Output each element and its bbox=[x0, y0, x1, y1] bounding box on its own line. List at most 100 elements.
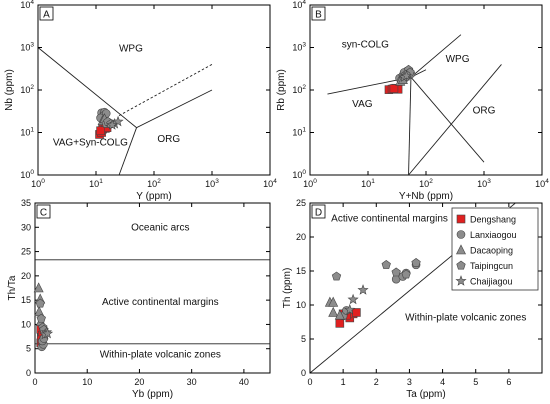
data-point bbox=[112, 115, 124, 127]
y-tick-label: 0 bbox=[301, 368, 306, 378]
data-point bbox=[33, 282, 44, 293]
data-point bbox=[411, 257, 421, 267]
panel-label: A bbox=[39, 6, 54, 21]
data-point bbox=[381, 260, 391, 269]
x-tick-label: 0 bbox=[307, 377, 312, 387]
data-point bbox=[34, 306, 45, 317]
data-point bbox=[35, 298, 45, 308]
y-tick-label: 101 bbox=[20, 127, 34, 138]
x-tick-label: 30 bbox=[187, 377, 197, 387]
field-label: Within-plate volcanic zones bbox=[100, 349, 221, 360]
y-tick-label: 30 bbox=[21, 222, 31, 232]
x-tick-label: 40 bbox=[239, 377, 249, 387]
y-tick-label: 5 bbox=[26, 344, 31, 354]
series-chaijiagou bbox=[344, 284, 369, 315]
data-point bbox=[391, 267, 401, 277]
panel-label-box bbox=[311, 6, 326, 21]
legend-item: Lanxiaogou bbox=[456, 230, 517, 240]
y-tick-label: 15 bbox=[296, 266, 306, 276]
x-tick-label: 101 bbox=[361, 178, 375, 189]
panel-label-box bbox=[39, 6, 54, 21]
data-point bbox=[328, 296, 339, 307]
chart-panel-d: 0 1 2 3 4 5 6 0 5 10 15 20 25 Ta (ppm) Th (ppm) D Active… bbox=[282, 198, 543, 400]
plot-frame bbox=[309, 4, 543, 176]
field-boundary-line bbox=[38, 47, 213, 129]
data-point bbox=[96, 126, 105, 136]
data-point bbox=[344, 303, 356, 315]
axis-ticks: 100 101 102 103 104 100 101 102 103 104 bbox=[20, 0, 277, 189]
field-boundary-line bbox=[408, 64, 502, 175]
data-point bbox=[36, 313, 46, 323]
field-label: Active continental margins bbox=[102, 297, 219, 308]
x-axis-title: Ta (ppm) bbox=[406, 389, 445, 400]
x-tick-label: 103 bbox=[205, 178, 219, 189]
panel-label-text: B bbox=[315, 10, 322, 21]
x-tick-label: 1 bbox=[341, 377, 346, 387]
field-boundaries bbox=[38, 47, 213, 175]
field-boundary-line bbox=[118, 64, 213, 116]
data-point bbox=[401, 269, 411, 279]
y-tick-label: 0 bbox=[26, 368, 31, 378]
data-point bbox=[331, 271, 342, 281]
x-tick-label: 102 bbox=[419, 178, 433, 189]
y-tick-label: 35 bbox=[21, 198, 31, 208]
x-tick-label: 100 bbox=[303, 178, 317, 189]
legend-label: Dengshang bbox=[470, 215, 516, 225]
data-point bbox=[335, 319, 345, 328]
field-label: Within-plate volcanic zones bbox=[405, 313, 526, 324]
x-tick-label: 10 bbox=[82, 377, 92, 387]
y-tick-label: 10 bbox=[21, 319, 31, 329]
panel-label: B bbox=[311, 6, 326, 21]
series-chaijiagou bbox=[39, 326, 54, 340]
legend-label: Taipingcun bbox=[470, 261, 513, 271]
field-boundary-line bbox=[408, 77, 412, 175]
field-label: WPG bbox=[119, 44, 143, 55]
y-tick-label: 100 bbox=[292, 169, 306, 180]
y-tick-label: 15 bbox=[21, 295, 31, 305]
y-tick-label: 5 bbox=[301, 334, 306, 344]
y-tick-label: 25 bbox=[296, 198, 306, 208]
panel-label-text: D bbox=[315, 208, 322, 219]
x-tick-label: 104 bbox=[263, 178, 277, 189]
plot-frame bbox=[34, 202, 271, 374]
plot-frame bbox=[309, 202, 543, 374]
data-point bbox=[41, 327, 54, 339]
x-axis-title: Y (ppm) bbox=[136, 191, 171, 202]
chart-panel-b: 100 101 102 103 104 100 101 102 103 104 Y+Nb (ppm)… bbox=[276, 0, 549, 202]
x-tick-label: 3 bbox=[407, 377, 412, 387]
x-tick-label: 100 bbox=[31, 178, 45, 189]
y-tick-label: 20 bbox=[296, 232, 306, 242]
x-tick-label: 0 bbox=[32, 377, 37, 387]
panel-label-text: A bbox=[43, 10, 50, 21]
field-boundaries bbox=[327, 34, 502, 175]
field-boundaries bbox=[35, 259, 270, 345]
x-tick-label: 6 bbox=[506, 377, 511, 387]
panel-label-text: C bbox=[40, 208, 47, 219]
panel-label-box bbox=[36, 204, 51, 219]
chart-panel-c: 0 10 20 30 40 0 5 10 15 20 25 30 35 Yb (ppm) Th/Ta C Oce… bbox=[7, 198, 271, 400]
panel-label-box bbox=[311, 204, 326, 219]
y-tick-label: 102 bbox=[292, 84, 306, 95]
data-point bbox=[347, 293, 359, 305]
axis-ticks: 100 101 102 103 104 100 101 102 103 104 bbox=[292, 0, 549, 189]
y-tick-label: 25 bbox=[21, 247, 31, 257]
legend-label: Dacaoping bbox=[470, 246, 513, 256]
field-label: Active continental margins bbox=[331, 213, 448, 224]
legend-item: Chaijiagou bbox=[455, 275, 513, 287]
x-tick-label: 103 bbox=[477, 178, 491, 189]
legend-marker bbox=[456, 260, 466, 270]
y-tick-label: 103 bbox=[20, 42, 34, 53]
y-tick-label: 100 bbox=[20, 169, 34, 180]
data-markers bbox=[95, 107, 124, 139]
legend-item: Dengshang bbox=[456, 215, 516, 225]
x-axis-title: Y+Nb (ppm) bbox=[399, 191, 453, 202]
series-chaijiagou bbox=[398, 70, 413, 82]
series-dengshang bbox=[384, 83, 403, 94]
chart-panel-a: 100 101 102 103 104 100 101 102 103 104 Y (ppm) Nb … bbox=[4, 0, 277, 202]
data-point bbox=[352, 308, 361, 317]
data-point bbox=[389, 84, 399, 93]
data-point bbox=[334, 309, 345, 320]
x-tick-label: 2 bbox=[374, 377, 379, 387]
y-axis-title: Nb (ppm) bbox=[4, 69, 15, 111]
